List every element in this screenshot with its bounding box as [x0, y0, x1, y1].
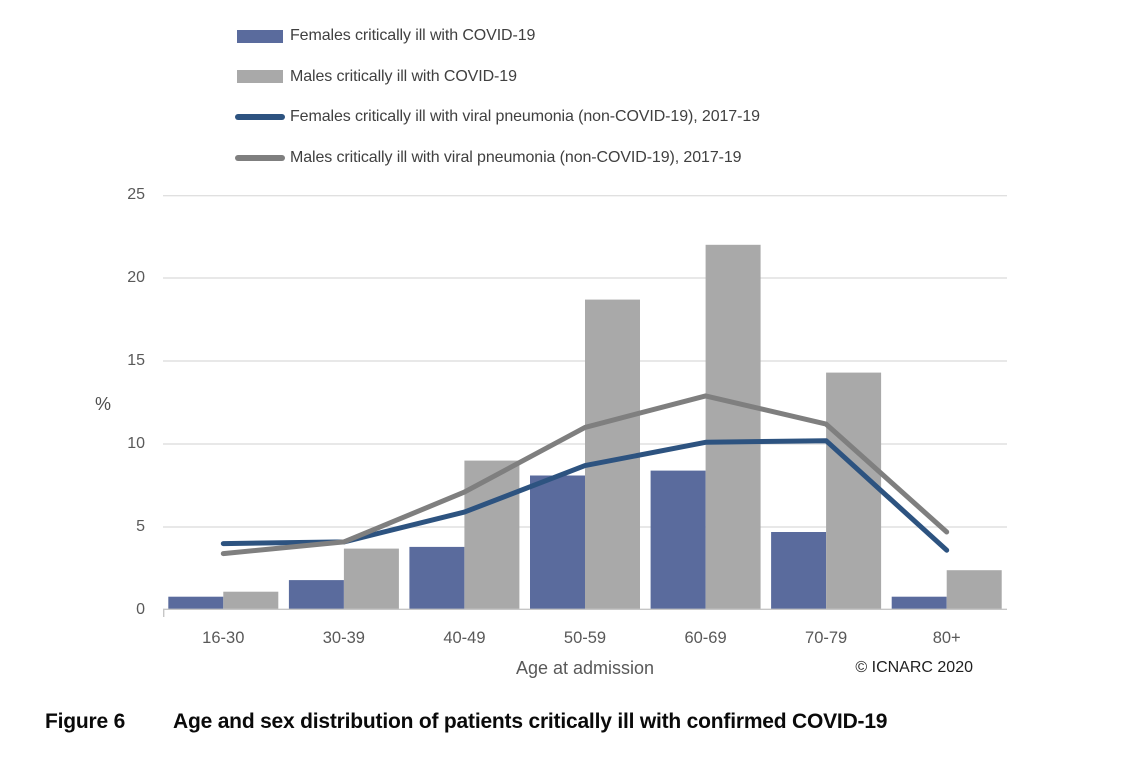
bar [288, 580, 344, 610]
legend-item-females-pneumonia: Females critically ill with viral pneumo… [235, 97, 760, 138]
chart-plot-area [162, 194, 1007, 617]
line-series [220, 393, 950, 557]
chart-legend: Females critically ill with COVID-19 Mal… [235, 16, 760, 179]
x-axis-label: Age at admission [515, 658, 655, 678]
bar [530, 475, 585, 610]
y-tick-label: 5 [136, 518, 145, 535]
x-tick-label: 70-79 [805, 629, 848, 647]
bar [826, 372, 882, 610]
legend-label: Females critically ill with COVID-19 [290, 27, 536, 45]
females-pneumonia-line-swatch-icon [235, 114, 285, 121]
y-tick-label: 25 [127, 186, 145, 203]
x-tick-label: 50-59 [563, 629, 607, 647]
bar [168, 596, 224, 610]
bar [650, 470, 706, 610]
legend-item-males-covid: Males critically ill with COVID-19 [237, 57, 760, 98]
bar [771, 532, 827, 610]
figure-title: Age and sex distribution of patients cri… [173, 710, 888, 733]
bar [343, 548, 399, 610]
x-tick-label: 30-39 [322, 629, 365, 647]
x-tick-label: 16-30 [202, 629, 245, 647]
legend-item-females-covid: Females critically ill with COVID-19 [237, 16, 760, 57]
males-covid-bar-swatch-icon [237, 70, 283, 84]
legend-label: Males critically ill with COVID-19 [290, 67, 517, 85]
y-tick-label: 20 [127, 269, 145, 286]
bar [891, 596, 947, 610]
y-axis-label: % [94, 394, 111, 414]
bar [705, 244, 761, 611]
bar [464, 460, 520, 610]
y-tick-label: 0 [136, 601, 145, 618]
females-covid-bar-swatch-icon [237, 29, 283, 43]
legend-item-males-pneumonia: Males critically ill with viral pneumoni… [235, 138, 760, 179]
y-tick-label: 10 [127, 435, 145, 452]
males-pneumonia-line-swatch-icon [235, 154, 285, 161]
y-tick-label: 15 [127, 352, 145, 369]
legend-label: Females critically ill with viral pneumo… [290, 108, 760, 126]
bar [223, 591, 279, 610]
figure-number: Figure 6 [45, 710, 126, 733]
bar [946, 570, 1002, 610]
x-tick-label: 40-49 [443, 629, 486, 647]
x-tick-label: 60-69 [684, 629, 727, 647]
legend-label: Males critically ill with viral pneumoni… [290, 148, 742, 166]
copyright-text: © ICNARC 2020 [855, 659, 973, 676]
bar [409, 546, 465, 610]
x-tick-label: 80+ [932, 629, 961, 647]
